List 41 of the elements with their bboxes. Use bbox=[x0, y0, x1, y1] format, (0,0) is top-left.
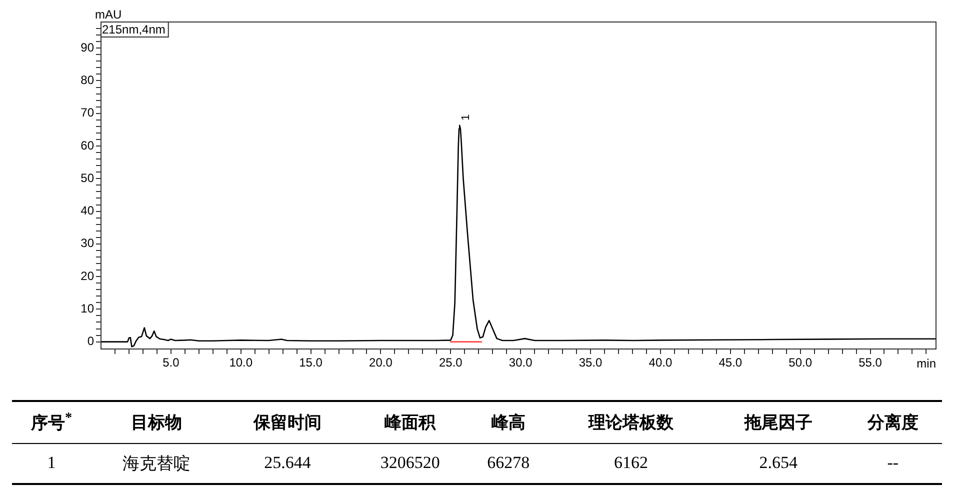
text: 66278 bbox=[467, 443, 550, 484]
y-tick-label: 30 bbox=[80, 236, 94, 250]
y-tick-label: 50 bbox=[80, 170, 94, 185]
y-tick-label: 0 bbox=[87, 334, 94, 348]
x-tick-label: 5.0 bbox=[162, 356, 180, 370]
y-tick-label: 10 bbox=[80, 302, 94, 316]
y-tick-label: 20 bbox=[80, 268, 94, 283]
x-tick-label: 30.0 bbox=[508, 356, 533, 370]
y-tick-label: 40 bbox=[80, 204, 94, 218]
text: 25.644 bbox=[222, 443, 353, 484]
y-tick-label: 80 bbox=[80, 73, 94, 88]
x-tick-label: 45.0 bbox=[718, 356, 742, 370]
text: 拖尾因子 bbox=[712, 401, 844, 444]
x-tick-label: 40.0 bbox=[648, 356, 672, 370]
text: 目标物 bbox=[91, 401, 222, 444]
text: 1 bbox=[12, 443, 92, 484]
text: 峰面积 bbox=[352, 401, 468, 444]
annotation: 1 bbox=[460, 114, 472, 121]
text: 保留时间 bbox=[222, 401, 353, 444]
text: 2.654 bbox=[712, 443, 844, 484]
x-tick-label: 15.0 bbox=[299, 356, 323, 370]
x-tick-label: 10.0 bbox=[229, 356, 253, 370]
x-tick-label: 35.0 bbox=[578, 356, 603, 370]
x-tick-label: 25.0 bbox=[438, 356, 463, 370]
x-axis-title: min bbox=[916, 356, 936, 370]
y-tick-label: 70 bbox=[80, 106, 94, 120]
text: 分离度 bbox=[844, 401, 942, 444]
text: 6162 bbox=[549, 443, 713, 484]
x-tick-label: 20.0 bbox=[369, 356, 393, 370]
x-tick-label: 55.0 bbox=[858, 356, 882, 370]
text: 海克替啶 bbox=[91, 443, 222, 484]
annotation: 215nm,4nm bbox=[102, 22, 166, 36]
y-axis-title: mAU bbox=[95, 7, 122, 22]
text: -- bbox=[844, 443, 942, 484]
y-tick-label: 90 bbox=[80, 40, 94, 54]
text: 理论塔板数 bbox=[549, 401, 713, 444]
text: 3206520 bbox=[352, 443, 468, 484]
text: 峰高 bbox=[467, 401, 550, 444]
y-tick-label: 60 bbox=[80, 138, 94, 152]
x-tick-label: 50.0 bbox=[788, 356, 812, 370]
text: 序号$^{*}$ bbox=[12, 401, 92, 444]
